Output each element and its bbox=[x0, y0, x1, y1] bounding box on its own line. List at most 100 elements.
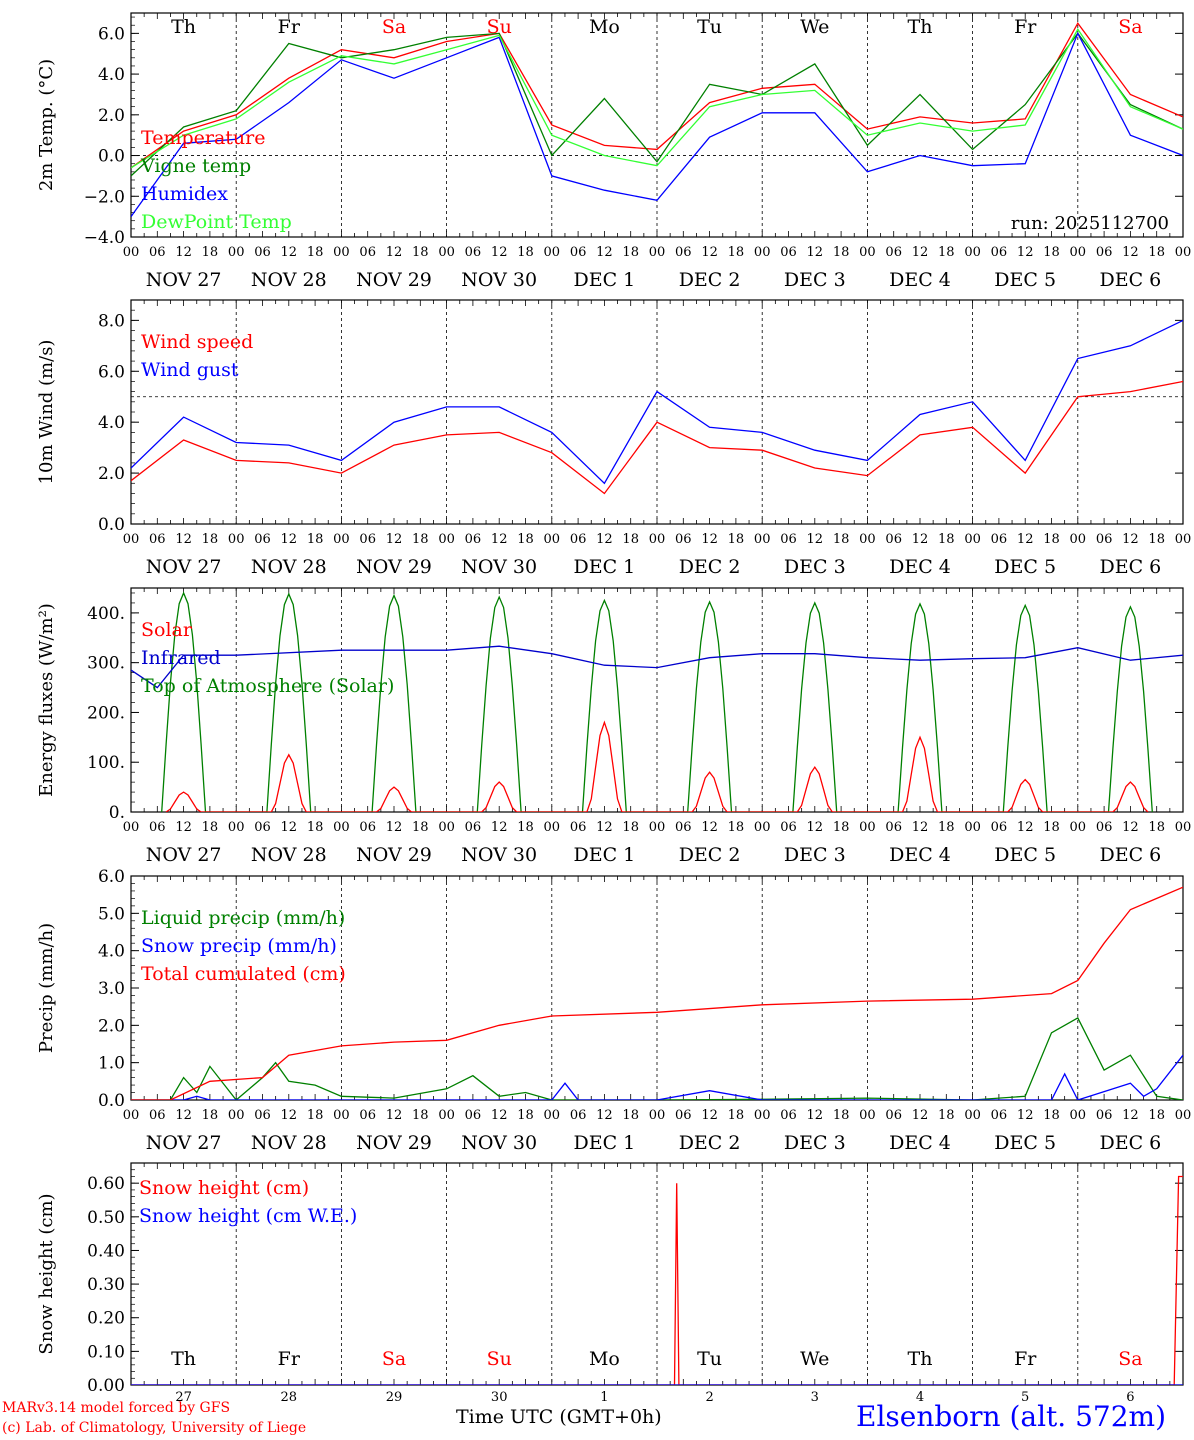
snow-day-label: Tu bbox=[697, 1348, 722, 1370]
wind-legend-item: Wind speed bbox=[141, 331, 253, 353]
temp-hour-label: 18 bbox=[938, 245, 955, 260]
precip-hour-label: 06 bbox=[991, 1108, 1008, 1123]
wind-hour-label: 18 bbox=[1043, 532, 1060, 547]
flux-hour-label: 00 bbox=[964, 820, 981, 835]
snow-day-number: 27 bbox=[175, 1390, 192, 1405]
temp-hour-label: 12 bbox=[912, 245, 929, 260]
precip-hour-label: 12 bbox=[701, 1108, 718, 1123]
flux-series-solar bbox=[165, 720, 1149, 812]
flux-hour-label: 12 bbox=[701, 820, 718, 835]
precip-hour-label: 06 bbox=[1096, 1108, 1113, 1123]
snow-day-number: 3 bbox=[811, 1390, 819, 1405]
wind-hour-label: 06 bbox=[885, 532, 902, 547]
precip-hour-label: 00 bbox=[544, 1108, 561, 1123]
flux-hour-label: 12 bbox=[912, 820, 929, 835]
temp-date-label: NOV 29 bbox=[356, 269, 432, 291]
snow-day-label: We bbox=[800, 1348, 829, 1370]
precip-date-label: DEC 1 bbox=[574, 1132, 636, 1154]
temp-hour-label: 00 bbox=[438, 245, 455, 260]
wind-hour-label: 00 bbox=[754, 532, 771, 547]
temp-day-label: Sa bbox=[382, 16, 406, 38]
precip-series-group bbox=[131, 886, 1183, 1100]
snow-day-number: 5 bbox=[1021, 1390, 1029, 1405]
wind-date-label: DEC 4 bbox=[889, 556, 951, 578]
wind-hour-label: 12 bbox=[175, 532, 192, 547]
temp-hour-label: 06 bbox=[780, 245, 797, 260]
temp-hour-label: 18 bbox=[202, 245, 219, 260]
temp-hour-label: 00 bbox=[1175, 245, 1192, 260]
lab-credit: (c) Lab. of Climatology, University of L… bbox=[2, 1420, 307, 1436]
temp-hour-label: 12 bbox=[386, 245, 403, 260]
temp-hour-label: 18 bbox=[307, 245, 324, 260]
snow-series-group bbox=[131, 1175, 1183, 1385]
flux-hour-label: 06 bbox=[885, 820, 902, 835]
flux-series-top-of-atmosphere-solar- bbox=[161, 591, 1153, 812]
wind-y-tick-label: 2.0 bbox=[98, 464, 125, 484]
wind-date-label: DEC 2 bbox=[679, 556, 741, 578]
temp-hour-label: 12 bbox=[807, 245, 824, 260]
wind-legend-item: Wind gust bbox=[141, 359, 239, 381]
wind-hour-label: 06 bbox=[570, 532, 587, 547]
snow-day-label: Fr bbox=[278, 1348, 301, 1370]
precip-hour-label: 18 bbox=[938, 1108, 955, 1123]
precip-y-tick-label: 2.0 bbox=[98, 1016, 125, 1036]
precip-hour-label: 00 bbox=[333, 1108, 350, 1123]
precip-hour-label: 06 bbox=[149, 1108, 166, 1123]
temp-hour-label: 00 bbox=[544, 245, 561, 260]
precip-hour-label: 12 bbox=[912, 1108, 929, 1123]
snow-y-tick-label: 0.40 bbox=[87, 1241, 125, 1261]
wind-hour-label: 18 bbox=[728, 532, 745, 547]
flux-hour-label: 18 bbox=[1043, 820, 1060, 835]
panel-precip: 0.0 1.0 2.0 3.0 4.0 5.0 6.0 Precip (mm/h) 00 06 12… bbox=[36, 867, 1191, 1154]
precip-hour-label: 00 bbox=[964, 1108, 981, 1123]
flux-date-label: DEC 5 bbox=[994, 844, 1056, 866]
precip-hour-label: 18 bbox=[307, 1108, 324, 1123]
temp-hour-label: 00 bbox=[1070, 245, 1087, 260]
wind-hour-label: 06 bbox=[1096, 532, 1113, 547]
temp-day-label: Mo bbox=[589, 16, 620, 38]
wind-hour-label: 12 bbox=[491, 532, 508, 547]
wind-hour-label: 18 bbox=[622, 532, 639, 547]
wind-date-label: NOV 29 bbox=[356, 556, 432, 578]
precip-hour-label: 06 bbox=[359, 1108, 376, 1123]
temp-y-tick-label: 2.0 bbox=[98, 106, 125, 126]
wind-hour-label: 18 bbox=[202, 532, 219, 547]
flux-hour-label: 18 bbox=[517, 820, 534, 835]
temp-hour-label: 00 bbox=[228, 245, 245, 260]
snow-y-tick-label: 0.10 bbox=[87, 1342, 125, 1362]
temp-day-label: Th bbox=[171, 16, 196, 38]
temp-hour-label: 06 bbox=[675, 245, 692, 260]
precip-y-tick-label: 5.0 bbox=[98, 904, 125, 924]
flux-date-label: NOV 29 bbox=[356, 844, 432, 866]
flux-hour-label: 00 bbox=[649, 820, 666, 835]
precip-date-label: DEC 3 bbox=[784, 1132, 846, 1154]
precip-hour-label: 12 bbox=[386, 1108, 403, 1123]
temp-y-axis-label: 2m Temp. (°C) bbox=[36, 59, 57, 191]
flux-hour-label: 06 bbox=[570, 820, 587, 835]
precip-hour-label: 00 bbox=[123, 1108, 140, 1123]
wind-series-group bbox=[131, 319, 1183, 495]
wind-hour-label: 00 bbox=[123, 532, 140, 547]
temp-y-tick-label: 0.0 bbox=[98, 147, 125, 167]
snow-day-label: Mo bbox=[589, 1348, 620, 1370]
temp-hour-label: 18 bbox=[833, 245, 850, 260]
precip-date-label: NOV 28 bbox=[251, 1132, 327, 1154]
flux-hour-label: 18 bbox=[728, 820, 745, 835]
panel-temp: −4.0 −2.0 0.0 2.0 4.0 6.0 2m Temp. (°C) 00 06 12 1… bbox=[36, 12, 1192, 291]
wind-hour-label: 12 bbox=[1017, 532, 1034, 547]
wind-hour-label: 00 bbox=[544, 532, 561, 547]
wind-hour-label: 06 bbox=[254, 532, 271, 547]
wind-hour-label: 00 bbox=[1175, 532, 1192, 547]
precip-hour-label: 18 bbox=[1043, 1108, 1060, 1123]
temp-date-label: DEC 5 bbox=[994, 269, 1056, 291]
precip-date-label: DEC 4 bbox=[889, 1132, 951, 1154]
temp-legend-item: Humidex bbox=[141, 183, 228, 205]
temp-date-label: DEC 4 bbox=[889, 269, 951, 291]
snow-day-number: 30 bbox=[491, 1390, 508, 1405]
wind-date-label: DEC 1 bbox=[574, 556, 636, 578]
temp-day-label: We bbox=[800, 16, 829, 38]
precip-hour-label: 06 bbox=[780, 1108, 797, 1123]
wind-y-tick-label: 6.0 bbox=[98, 362, 125, 382]
wind-date-label: NOV 30 bbox=[461, 556, 537, 578]
wind-hour-label: 00 bbox=[228, 532, 245, 547]
